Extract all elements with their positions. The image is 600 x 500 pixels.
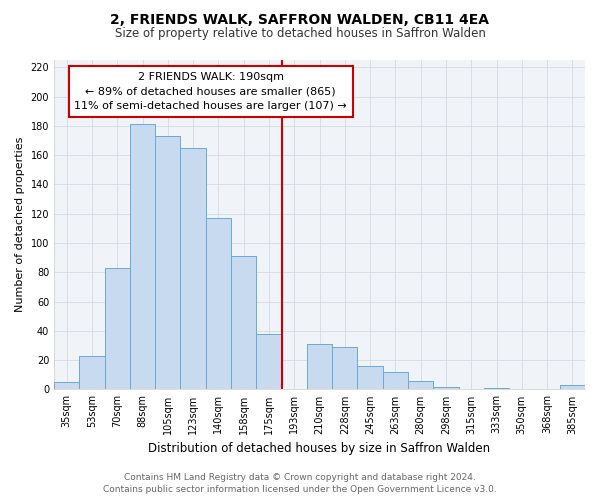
Bar	[358, 366, 383, 390]
Bar	[408, 380, 433, 390]
Bar	[130, 124, 155, 390]
Bar	[54, 382, 79, 390]
Bar	[79, 356, 104, 390]
Bar	[307, 344, 332, 390]
Bar	[383, 372, 408, 390]
Bar	[484, 388, 509, 390]
Text: Size of property relative to detached houses in Saffron Walden: Size of property relative to detached ho…	[115, 28, 485, 40]
Y-axis label: Number of detached properties: Number of detached properties	[15, 137, 25, 312]
Text: 2, FRIENDS WALK, SAFFRON WALDEN, CB11 4EA: 2, FRIENDS WALK, SAFFRON WALDEN, CB11 4E…	[110, 12, 490, 26]
Bar	[560, 385, 585, 390]
Bar	[231, 256, 256, 390]
X-axis label: Distribution of detached houses by size in Saffron Walden: Distribution of detached houses by size …	[148, 442, 491, 455]
Bar	[206, 218, 231, 390]
Bar	[104, 268, 130, 390]
Text: 2 FRIENDS WALK: 190sqm
← 89% of detached houses are smaller (865)
11% of semi-de: 2 FRIENDS WALK: 190sqm ← 89% of detached…	[74, 72, 347, 111]
Bar	[181, 148, 206, 390]
Bar	[332, 347, 358, 390]
Bar	[155, 136, 181, 390]
Bar	[433, 386, 458, 390]
Bar	[256, 334, 281, 390]
Text: Contains HM Land Registry data © Crown copyright and database right 2024.
Contai: Contains HM Land Registry data © Crown c…	[103, 472, 497, 494]
